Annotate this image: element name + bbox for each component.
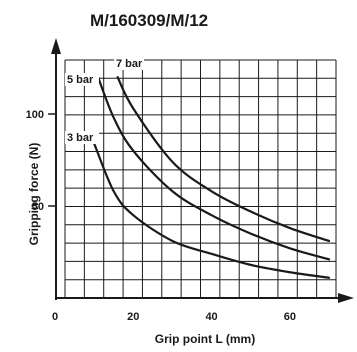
x-tick-label: 20 bbox=[127, 311, 139, 323]
series-line-7-bar bbox=[116, 76, 331, 243]
y-tick-label: 100 bbox=[26, 109, 44, 121]
chart-title: M/160309/M/12 bbox=[90, 11, 208, 30]
series-line-5-bar bbox=[96, 76, 331, 261]
series-label-bg bbox=[65, 131, 99, 144]
x-tick-label: 40 bbox=[205, 311, 217, 323]
series-line-3-bar bbox=[93, 142, 331, 279]
y-axis-label: Gripping force (N) bbox=[27, 143, 41, 246]
x-tick-label: 60 bbox=[284, 311, 296, 323]
series-label-bg bbox=[114, 57, 144, 70]
axes bbox=[48, 38, 354, 303]
series-label-5-bar: 5 bar bbox=[67, 74, 94, 86]
series-labels: 3 bar 5 bar 7 bar bbox=[65, 57, 144, 144]
x-tick-label: 0 bbox=[52, 311, 58, 323]
y-tick-label: 50 bbox=[32, 201, 44, 213]
series-label-bg bbox=[65, 73, 99, 86]
tick-labels: 0 20 40 60 50 100 bbox=[26, 109, 296, 323]
x-axis-arrow bbox=[338, 293, 354, 303]
x-axis-label: Grip point L (mm) bbox=[155, 332, 255, 346]
series-lines bbox=[93, 76, 331, 279]
series-label-3-bar: 3 bar bbox=[67, 132, 94, 144]
series-label-7-bar: 7 bar bbox=[116, 58, 143, 70]
y-axis-arrow bbox=[51, 38, 61, 54]
